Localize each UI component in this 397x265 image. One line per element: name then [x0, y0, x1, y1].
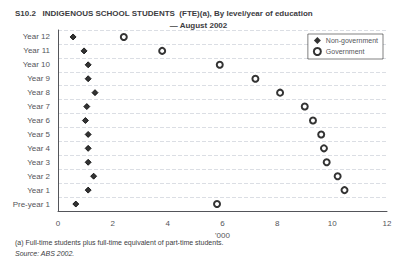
svg-text:0: 0 [56, 219, 61, 228]
svg-text:Government: Government [326, 48, 365, 55]
svg-text:Year 2: Year 2 [27, 172, 50, 181]
svg-text:Year 6: Year 6 [27, 116, 50, 125]
svg-text:Year 1: Year 1 [27, 186, 50, 195]
svg-text:Year 12: Year 12 [23, 32, 51, 41]
svg-text:2: 2 [111, 219, 116, 228]
svg-text:Year 5: Year 5 [27, 130, 50, 139]
svg-text:Source: ABS 2002.: Source: ABS 2002. [15, 250, 74, 257]
svg-text:10: 10 [328, 219, 337, 228]
svg-text:Non-government: Non-government [326, 37, 378, 45]
svg-text:Year 10: Year 10 [23, 60, 51, 69]
svg-text:12: 12 [383, 219, 392, 228]
svg-text:S10.2 INDIGENOUS SCHOOL STUD: S10.2 INDIGENOUS SCHOOL STUDENTS (FTE)(a… [15, 9, 313, 18]
svg-text:6: 6 [220, 219, 225, 228]
svg-text:Year 3: Year 3 [27, 158, 50, 167]
svg-text:Year 11: Year 11 [23, 46, 50, 55]
svg-text:Year 9: Year 9 [27, 74, 50, 83]
svg-text:4: 4 [165, 219, 170, 228]
svg-text:Year 4: Year 4 [27, 144, 50, 153]
svg-text:8: 8 [275, 219, 280, 228]
svg-text:Year 7: Year 7 [27, 102, 50, 111]
svg-text:Year 8: Year 8 [27, 88, 50, 97]
svg-text:(a) Full-time students plus fu: (a) Full-time students plus full-time eq… [15, 239, 224, 247]
svg-text:'000: '000 [215, 231, 230, 241]
svg-text:Pre-year 1: Pre-year 1 [13, 200, 51, 209]
svg-text:— August 2002: — August 2002 [170, 21, 228, 30]
